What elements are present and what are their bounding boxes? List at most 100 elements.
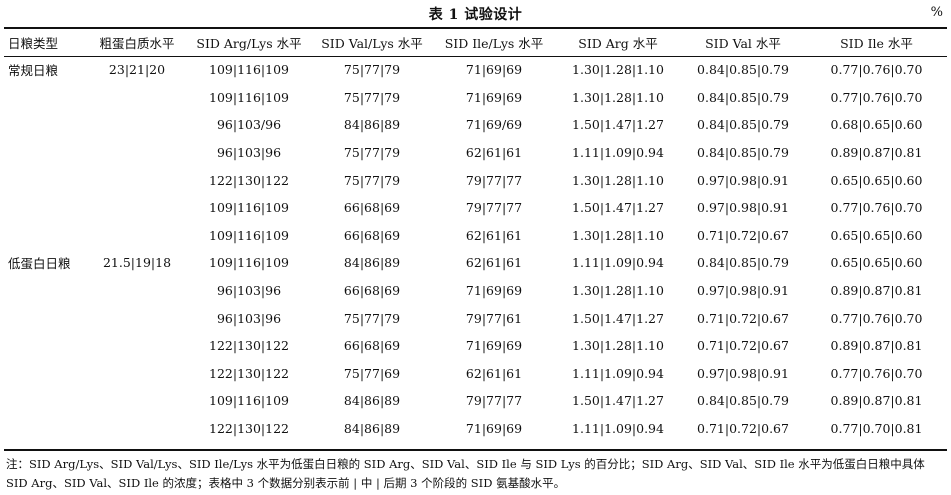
cell-ile: 0.77|0.76|0.70 (830, 62, 923, 78)
cell-protein (88, 139, 186, 167)
header-row: 日粮类型 粗蛋白质水平 SID Arg/Lys 水平 SID Val/Lys 水… (4, 28, 947, 56)
cell-protein (88, 166, 186, 194)
cell-ile-lys: 62|61|61 (465, 255, 523, 271)
cell-ile: 0.68|0.65|0.60 (830, 117, 923, 133)
table-row: 96|103|96 75|77|79 62|61|61 1.11|1.09|0.94 0… (4, 139, 947, 167)
cell-val: 0.71|0.72|0.67 (697, 338, 789, 354)
cell-protein (88, 222, 186, 250)
cell-arg: 1.50|1.47|1.27 (572, 117, 664, 133)
cell-diet-type (4, 139, 88, 167)
table-row: 122|130|122 75|77|69 62|61|61 1.11|1.09|0.9… (4, 360, 947, 388)
table-row: 109|116|109 84|86|89 79|77|77 1.50|1.47|1.2… (4, 387, 947, 415)
cell-ile: 0.77|0.76|0.70 (830, 89, 923, 105)
table-row: 109|116|109 75|77|79 71|69|69 1.30|1.28|1.1… (4, 84, 947, 112)
header-arg: SID Arg 水平 (578, 35, 658, 51)
header-val: SID Val 水平 (705, 35, 781, 51)
table-row: 109|116|109 66|68|69 79|77|77 1.50|1.47|1.2… (4, 194, 947, 222)
design-table: 日粮类型 粗蛋白质水平 SID Arg/Lys 水平 SID Val/Lys 水… (4, 28, 947, 442)
cell-val: 0.71|0.72|0.67 (697, 227, 789, 243)
cell-diet-type (4, 304, 88, 332)
cell-arg-lys: 122|130|122 (209, 172, 289, 188)
cell-protein (88, 415, 186, 443)
cell-val-lys: 75|77|79 (343, 62, 401, 78)
cell-val: 0.84|0.85|0.79 (697, 62, 789, 78)
table-row: 96|103|96 66|68|69 71|69|69 1.30|1.28|1.10 0… (4, 277, 947, 305)
cell-ile-lys: 79|77|77 (465, 172, 523, 188)
cell-ile: 0.65|0.65|0.60 (830, 255, 923, 271)
cell-protein (88, 111, 186, 139)
cell-protein (88, 277, 186, 305)
table-note: 注：SID Arg/Lys、SID Val/Lys、SID Ile/Lys 水平… (6, 457, 925, 490)
cell-arg: 1.50|1.47|1.27 (572, 393, 664, 409)
bottom-rule (4, 449, 947, 451)
cell-val-lys: 66|68|69 (343, 227, 401, 243)
cell-val-lys: 84|86|89 (343, 117, 401, 133)
cell-ile: 0.77|0.76|0.70 (830, 310, 923, 326)
cell-arg-lys: 122|130|122 (209, 338, 289, 354)
cell-arg-lys: 96|103/96 (216, 117, 282, 133)
cell-arg: 1.30|1.28|1.10 (572, 227, 664, 243)
table-row: 常规日粮 23|21|20 109|116|109 75|77|79 71|69|69 1… (4, 56, 947, 84)
cell-arg: 1.11|1.09|0.94 (572, 255, 664, 271)
cell-val: 0.97|0.98|0.91 (697, 172, 789, 188)
cell-protein (88, 304, 186, 332)
cell-val-lys: 75|77|79 (343, 310, 401, 326)
cell-arg-lys: 109|116|109 (209, 200, 289, 216)
cell-arg: 1.50|1.47|1.27 (572, 200, 664, 216)
header-ile-lys: SID Ile/Lys 水平 (444, 35, 544, 51)
cell-val: 0.84|0.85|0.79 (697, 89, 789, 105)
cell-ile: 0.77|0.76|0.70 (830, 365, 923, 381)
cell-arg: 1.50|1.47|1.27 (572, 310, 664, 326)
cell-diet-type (4, 222, 88, 250)
cell-ile: 0.65|0.65|0.60 (830, 227, 923, 243)
table-row: 109|116|109 66|68|69 62|61|61 1.30|1.28|1.1… (4, 222, 947, 250)
cell-ile: 0.89|0.87|0.81 (830, 283, 923, 299)
cell-arg: 1.30|1.28|1.10 (572, 338, 664, 354)
cell-protein (88, 387, 186, 415)
table-row: 96|103/96 84|86|89 71|69/69 1.50|1.47|1.27 0… (4, 111, 947, 139)
cell-protein: 23|21|20 (108, 62, 166, 78)
cell-ile-lys: 71|69/69 (465, 117, 523, 133)
cell-ile-lys: 79|77|77 (465, 200, 523, 216)
table-title: 表 1 试验设计 (428, 7, 523, 23)
table-row: 122|130|122 84|86|89 71|69|69 1.11|1.09|0.9… (4, 415, 947, 443)
cell-ile-lys: 79|77|61 (465, 310, 523, 326)
cell-val-lys: 75|77|79 (343, 172, 401, 188)
unit-label: % (930, 5, 943, 20)
cell-arg-lys: 109|116|109 (209, 227, 289, 243)
cell-protein (88, 194, 186, 222)
cell-val: 0.84|0.85|0.79 (697, 145, 789, 161)
cell-diet-type: 低蛋白日粮 (8, 256, 71, 272)
cell-val-lys: 66|68|69 (343, 283, 401, 299)
cell-arg-lys: 122|130|122 (209, 421, 289, 437)
cell-arg: 1.11|1.09|0.94 (572, 145, 664, 161)
cell-protein (88, 332, 186, 360)
cell-ile-lys: 71|69|69 (465, 89, 523, 105)
cell-ile: 0.77|0.76|0.70 (830, 200, 923, 216)
cell-protein (88, 360, 186, 388)
cell-ile: 0.89|0.87|0.81 (830, 393, 923, 409)
cell-ile-lys: 62|61|61 (465, 145, 523, 161)
cell-val-lys: 66|68|69 (343, 338, 401, 354)
cell-protein (88, 84, 186, 112)
cell-arg-lys: 109|116|109 (209, 393, 289, 409)
cell-diet-type (4, 332, 88, 360)
header-arg-lys: SID Arg/Lys 水平 (196, 35, 302, 51)
top-rule (4, 27, 947, 29)
cell-arg: 1.30|1.28|1.10 (572, 62, 664, 78)
cell-val-lys: 75|77|79 (343, 145, 401, 161)
header-protein: 粗蛋白质水平 (99, 35, 175, 51)
cell-val-lys: 84|86|89 (343, 255, 401, 271)
cell-ile-lys: 71|69|69 (465, 421, 523, 437)
cell-val: 0.97|0.98|0.91 (697, 200, 789, 216)
table-row: 122|130|122 66|68|69 71|69|69 1.30|1.28|1.1… (4, 332, 947, 360)
cell-val: 0.84|0.85|0.79 (697, 255, 789, 271)
cell-val: 0.71|0.72|0.67 (697, 310, 789, 326)
table-row: 122|130|122 75|77|79 79|77|77 1.30|1.28|1.1… (4, 166, 947, 194)
cell-val: 0.84|0.85|0.79 (697, 393, 789, 409)
cell-ile-lys: 71|69|69 (465, 338, 523, 354)
cell-arg: 1.11|1.09|0.94 (572, 421, 664, 437)
cell-val-lys: 84|86|89 (343, 421, 401, 437)
cell-diet-type (4, 111, 88, 139)
cell-arg-lys: 109|116|109 (209, 89, 289, 105)
